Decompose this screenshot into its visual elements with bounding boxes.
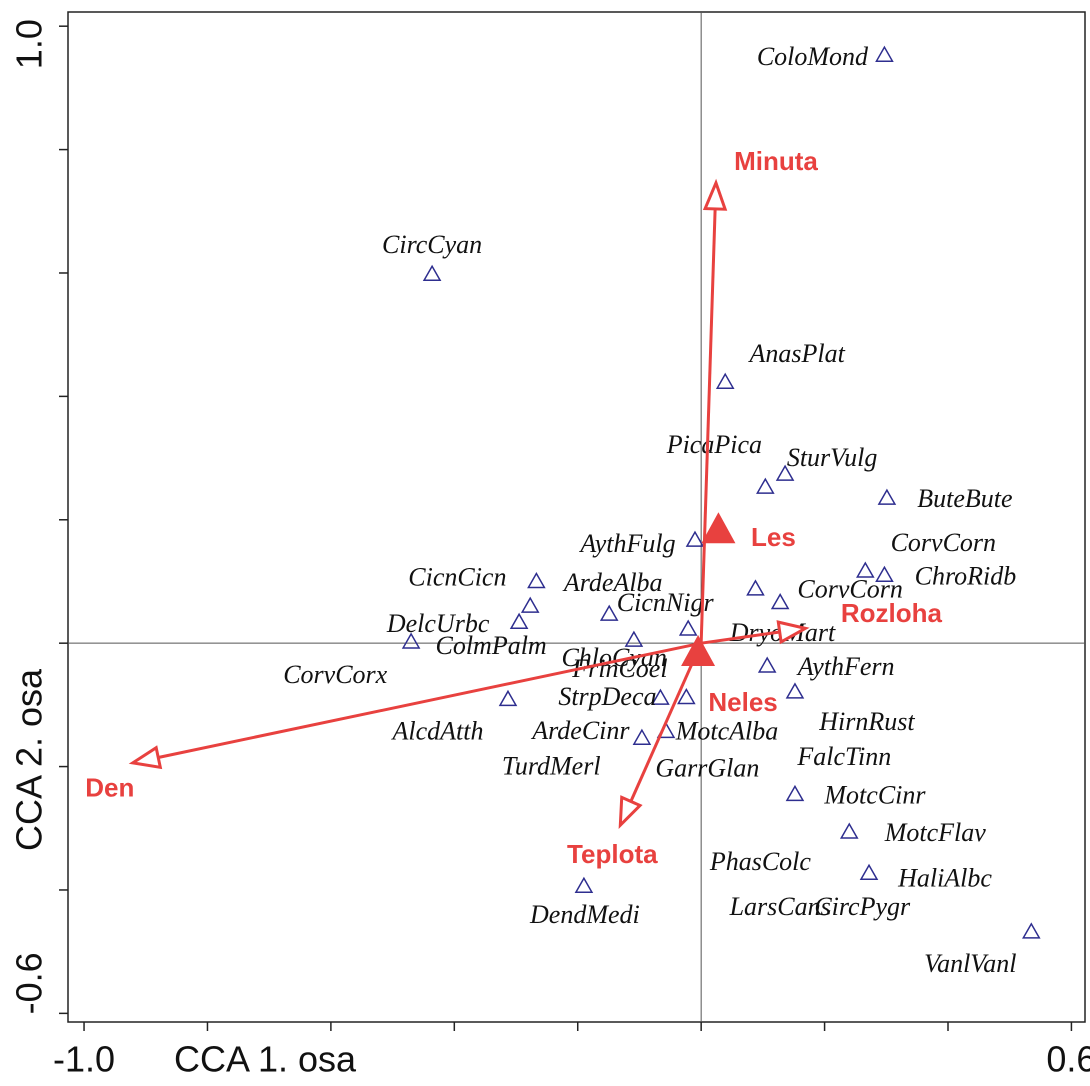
species-point: [401, 632, 421, 649]
species-label: CicnCicn: [408, 562, 506, 591]
species-label: MotcCinr: [823, 780, 926, 809]
species-point: [599, 604, 619, 621]
arrow-head: [702, 178, 728, 211]
env-arrow: [699, 208, 717, 644]
env-label: Minuta: [734, 146, 818, 176]
arrow-head: [128, 745, 163, 770]
plot-frame: [67, 11, 1086, 1023]
species-label: ColmPalm: [435, 631, 546, 660]
species-label: MotcFlav: [884, 818, 987, 847]
species-point: [715, 372, 735, 389]
species-label: ArdeCinr: [530, 716, 630, 745]
species-label: StrpDeca: [558, 682, 656, 711]
nominal-label: Les: [751, 522, 796, 552]
species-point: [875, 565, 894, 583]
species-label: DendMedi: [529, 900, 640, 929]
env-label: Rozloha: [841, 598, 943, 628]
species-point: [624, 630, 644, 647]
env-arrow: [700, 630, 780, 645]
species-label: HaliAlbc: [897, 863, 992, 892]
species-point: [632, 728, 652, 745]
species-point: [651, 688, 670, 705]
x-tick-label: 0.6: [1046, 1039, 1090, 1080]
species-label: MotcAlba: [675, 716, 779, 745]
env-arrow: [629, 642, 703, 803]
species-label: SturVulg: [787, 443, 878, 472]
species-point: [422, 264, 442, 281]
species-label: TurdMerl: [502, 751, 601, 780]
x-tick-label: -1.0: [53, 1039, 115, 1080]
y-tick-label: -0.6: [9, 952, 50, 1014]
species-label: ChloCyan: [561, 643, 666, 672]
species-point: [757, 656, 777, 673]
species-point: [859, 863, 879, 881]
x-axis-title: CCA 1. osa: [174, 1039, 357, 1080]
species-point: [877, 488, 897, 505]
species-point: [1022, 922, 1041, 939]
species-label: GarrGlan: [655, 753, 759, 782]
species-label: CorvCorn: [797, 574, 902, 603]
species-label: DelcUrbc: [386, 609, 490, 638]
species-point: [685, 530, 705, 547]
species-label: AnasPlat: [748, 339, 846, 368]
species-point: [746, 579, 765, 596]
species-label: LarsCans: [729, 892, 831, 921]
species-label: AythFulg: [578, 529, 675, 558]
species-point: [875, 45, 894, 62]
env-label: Teplota: [567, 839, 658, 869]
species-point: [770, 592, 790, 610]
species-point: [498, 689, 518, 707]
species-label: ColoMond: [757, 42, 869, 71]
species-label: CorvCorn: [891, 528, 996, 557]
env-label: Den: [85, 773, 134, 803]
nominal-point: [681, 635, 716, 667]
species-label: AythFern: [796, 652, 895, 681]
species-label: ButeBute: [917, 484, 1012, 513]
species-label: CicnNigr: [617, 588, 715, 617]
nominal-label: Neles: [708, 687, 777, 717]
env-arrow: [157, 641, 702, 759]
arrow-head: [776, 620, 810, 645]
species-point: [785, 784, 805, 802]
species-label: CorvCorx: [283, 660, 387, 689]
species-label: ArdeAlba: [562, 568, 663, 597]
species-label: CircPygr: [814, 892, 911, 921]
species-point: [520, 596, 540, 613]
species-label: PicaPica: [666, 430, 762, 459]
nominal-point: [701, 512, 736, 544]
species-label: PhasColc: [709, 847, 812, 876]
species-point: [756, 477, 775, 494]
species-point: [677, 687, 696, 705]
y-axis-title: CCA 2. osa: [9, 668, 50, 851]
species-point: [527, 571, 546, 589]
species-point: [785, 682, 805, 699]
species-label: VanlVanl: [924, 949, 1016, 978]
species-label: ChroRidb: [915, 561, 1017, 590]
y-tick-label: 1.0: [9, 19, 50, 69]
species-label: HirnRust: [818, 707, 915, 736]
species-point: [509, 612, 529, 629]
species-label: AlcdAtth: [391, 716, 484, 745]
species-point: [856, 561, 875, 578]
species-point: [678, 619, 698, 636]
species-label: FalcTinn: [796, 742, 891, 771]
arrow-head: [618, 795, 643, 830]
species-label: CircCyan: [382, 230, 482, 259]
species-point: [839, 822, 859, 839]
species-point: [574, 876, 594, 894]
species-point: [775, 464, 795, 481]
